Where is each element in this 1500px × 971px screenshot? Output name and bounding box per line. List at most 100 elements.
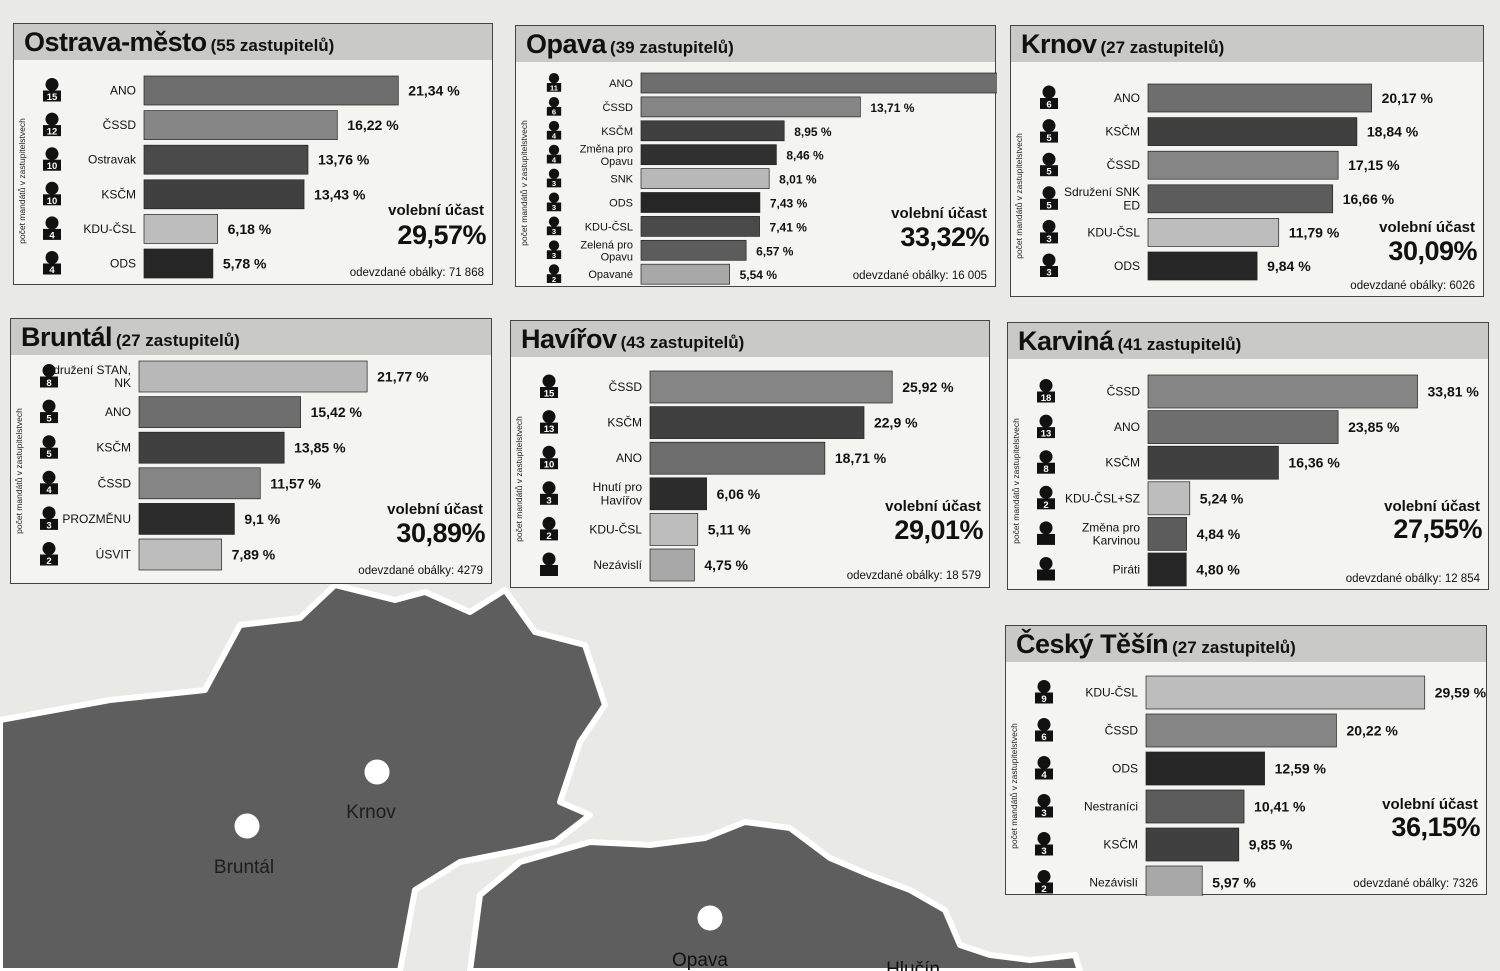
party-label: KDU-ČSL: [1085, 685, 1138, 700]
bar-kdu-csl-sz: [1147, 481, 1191, 516]
mandate-icon-kscm: [1037, 450, 1055, 474]
person-head-icon: [1042, 186, 1056, 200]
party-label: Změna pro Opavu: [580, 144, 633, 168]
bar-chart: 15 ANO 21,34 % 12 ČSSD 16,22 % 10 Ostravak 13,76…: [43, 75, 460, 279]
card-karvina: Karviná (41 zastupitelů) počet mandátů v …: [1007, 322, 1489, 590]
value-label: 5,54 %: [740, 268, 778, 282]
value-label: 8,01 %: [779, 173, 817, 187]
value-label: 4,80 %: [1196, 562, 1240, 578]
bar-ano: [1147, 83, 1372, 113]
seat-count: 6: [1046, 100, 1051, 111]
seat-count: 5: [46, 449, 52, 460]
envelopes-value: 6026: [1449, 280, 1475, 292]
person-body-icon: [540, 458, 558, 470]
bar-cssd: [640, 96, 861, 118]
party-label: ČSSD: [1105, 723, 1139, 738]
party-label: ODS: [1112, 762, 1138, 776]
person-head-icon: [1039, 521, 1053, 535]
bar-zelena-pro-opavu: [640, 239, 747, 261]
person-body-icon: [546, 106, 562, 116]
party-label: ANO: [1114, 91, 1140, 105]
value-label: 6,18 %: [228, 221, 272, 237]
person-head-icon: [548, 216, 560, 227]
turnout-label: volební účast: [891, 205, 987, 222]
mandate-icon-nezavisli: [540, 552, 558, 576]
party-label: KSČM: [1103, 837, 1138, 852]
person-head-icon: [1042, 253, 1056, 267]
person-body-icon: [40, 412, 58, 424]
value-label: 23,85 %: [1348, 419, 1400, 435]
bar-prozmenu: [138, 503, 235, 535]
bar-ostravak: [143, 144, 309, 175]
person-body-icon: [1040, 165, 1058, 177]
envelopes-value: 12 854: [1444, 573, 1480, 585]
person-head-icon: [1039, 557, 1053, 570]
value-label: 4,75 %: [704, 557, 748, 573]
party-label: Sdružení SNK ED: [1064, 185, 1140, 212]
value-label: 20,17 %: [1382, 90, 1434, 106]
mandate-icon-prozmenu: [40, 506, 58, 530]
person-head-icon: [45, 251, 59, 264]
person-head-icon: [1037, 718, 1051, 731]
person-body-icon: [40, 518, 58, 530]
person-body-icon: [546, 154, 562, 164]
envelopes-line: odevzdané obálky: 12 854: [1346, 573, 1480, 585]
city-dot-opava: [696, 904, 724, 932]
person-head-icon: [42, 399, 56, 413]
person-head-icon: [45, 147, 59, 161]
city-dot-krnov: [363, 758, 391, 786]
value-label: 7,89 %: [232, 547, 276, 563]
card-header: Ostrava-město (55 zastupitelů): [14, 24, 492, 60]
mandate-icon-kscm: [43, 181, 61, 206]
bar-kdu-csl: [143, 214, 218, 244]
person-head-icon: [42, 470, 56, 484]
bar-kscm: [640, 120, 785, 142]
party-label: ČSSD: [609, 379, 643, 394]
party-label: Hnutí pro Havířov: [593, 480, 643, 507]
bar-kscm: [138, 431, 285, 464]
value-label: 5,24 %: [1200, 490, 1244, 506]
bar-cssd: [1147, 374, 1418, 409]
value-label: 5,11 %: [708, 521, 751, 537]
bar-kdu-csl: [1147, 218, 1280, 247]
party-label: Nezávislí: [593, 558, 642, 572]
value-label: 21,34 %: [408, 83, 460, 99]
person-body-icon: [540, 422, 558, 434]
bar-sdruzeni-snk-ed: [1147, 184, 1334, 214]
party-label: KDU-ČSL: [585, 220, 633, 233]
party-label: ANO: [105, 405, 131, 419]
person-body-icon: [1040, 131, 1058, 143]
mandate-icon-sdruzeni-stan-nk: [40, 364, 58, 388]
seat-count: 8: [46, 378, 51, 389]
person-head-icon: [542, 552, 556, 566]
person-head-icon: [45, 181, 59, 195]
value-label: 5,78 %: [223, 256, 267, 272]
party-label: Piráti: [1113, 563, 1140, 577]
party-label: Změna pro Karvinou: [1082, 520, 1140, 547]
seat-count: 3: [46, 520, 51, 531]
person-body-icon: [1035, 730, 1053, 742]
party-label: KDU-ČSL: [83, 221, 136, 236]
mandate-icon-kdu-csl: [1040, 219, 1058, 244]
person-body-icon: [546, 274, 562, 283]
mandate-icon-kdu-csl: [540, 516, 558, 541]
card-title: Karviná: [1018, 326, 1114, 356]
seat-count: 4: [49, 265, 55, 276]
mandate-icon-kscm: [1040, 119, 1058, 143]
seat-count: 3: [552, 203, 556, 212]
envelopes-value: 16 005: [951, 270, 987, 282]
seat-count: 3: [1046, 234, 1051, 245]
party-label: Ostravak: [88, 153, 137, 167]
card-subtitle: (27 zastupitelů): [1100, 38, 1225, 57]
mandate-icon-ods: [1040, 253, 1058, 277]
turnout-label: volební účast: [885, 498, 981, 515]
person-body-icon: [540, 529, 558, 541]
person-body-icon: [1035, 768, 1053, 780]
bar-ano: [143, 75, 399, 106]
person-body-icon: [1035, 882, 1053, 894]
person-head-icon: [542, 445, 556, 459]
envelopes-line: odevzdané obálky: 7326: [1353, 878, 1478, 890]
party-label: ČSSD: [98, 475, 132, 490]
bar-kscm: [1147, 445, 1279, 480]
card-subtitle: (55 zastupitelů): [210, 36, 335, 55]
